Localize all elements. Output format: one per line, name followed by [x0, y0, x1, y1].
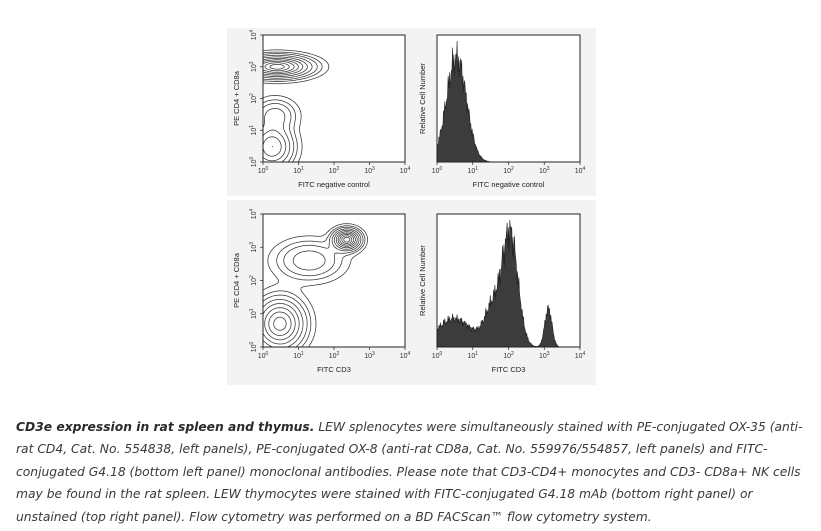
x-tick-label: 101: [293, 351, 304, 360]
x-tick-label: 102: [329, 351, 340, 360]
panel-bottom-left: 100 101 102 103 104 100 101 102 103 104 FITC CD3 PE…: [227, 200, 417, 385]
contour-line: [262, 56, 308, 162]
x-axis-label: FITC negative control: [298, 180, 370, 189]
plot-border: [436, 213, 581, 348]
contour-line: [262, 228, 362, 348]
x-tick-label: 100: [432, 166, 443, 175]
contour-line: [262, 49, 330, 163]
x-axis-label: FITC negative control: [473, 180, 545, 189]
x-tick-label: 104: [400, 166, 411, 175]
contour-line: [262, 225, 366, 348]
y-tick-label: 104: [249, 29, 258, 40]
plot-border: [436, 34, 581, 163]
x-tick-label: 102: [329, 166, 340, 175]
panel-top-left: 100 101 102 103 104 100 101 102 103 104 FITC negat…: [227, 28, 417, 196]
contour-line: [264, 62, 290, 72]
x-axis-label: FITC CD3: [317, 365, 351, 374]
flow-cytometry-figure: 100 101 102 103 104 100 101 102 103 104 FITC negat…: [227, 28, 596, 385]
caption-title: CD3e expression in rat spleen and thymus…: [16, 420, 315, 434]
plot-border: [262, 34, 406, 163]
y-axis-label: Relative Cell Number: [418, 245, 427, 316]
y-tick-label: 100: [249, 341, 258, 352]
x-tick-label: 103: [539, 351, 550, 360]
panel-top-right: 100 101 102 103 104 FITC negative control Rela…: [412, 28, 596, 196]
x-tick-label: 104: [575, 166, 586, 175]
x-tick-label: 100: [258, 351, 269, 360]
x-tick-label: 101: [467, 351, 478, 360]
y-tick-label: 102: [249, 275, 258, 286]
plot-frame: [262, 34, 406, 163]
y-tick-label: 101: [249, 308, 258, 319]
y-tick-label: 104: [249, 208, 258, 219]
x-tick-label: 100: [432, 351, 443, 360]
contour-line: [268, 232, 356, 336]
contour-line: [269, 64, 285, 70]
contour-line: [262, 60, 295, 73]
panel-bottom-right: 100 101 102 103 104 FITC CD3 Relative Cell Num…: [412, 200, 596, 385]
y-tick-label: 101: [249, 125, 258, 136]
y-axis-label: PE CD4 + CD8a: [232, 252, 241, 308]
x-tick-label: 102: [503, 351, 514, 360]
x-tick-label: 102: [503, 166, 514, 175]
x-tick-label: 104: [575, 351, 586, 360]
contour-line: [264, 231, 358, 341]
figure-caption: CD3e expression in rat spleen and thymus…: [16, 416, 816, 528]
contour-line: [262, 58, 304, 157]
x-tick-label: 101: [293, 166, 304, 175]
caption-body: LEW splenocytes were simultaneously stai…: [16, 420, 803, 524]
x-tick-label: 101: [467, 166, 478, 175]
x-tick-label: 103: [364, 351, 375, 360]
y-tick-label: 100: [249, 156, 258, 167]
x-axis-label: FITC CD3: [492, 365, 526, 374]
y-tick-label: 103: [249, 242, 258, 253]
y-axis-label: Relative Cell Number: [418, 63, 427, 134]
x-tick-label: 103: [539, 166, 550, 175]
contour-line: [262, 59, 299, 148]
y-axis-label: PE CD4 + CD8a: [232, 70, 241, 126]
x-tick-label: 103: [364, 166, 375, 175]
plot-border: [262, 213, 406, 348]
contour-line: [273, 233, 355, 331]
contour-line: [343, 236, 351, 243]
histogram-area: [436, 219, 580, 348]
y-tick-label: 102: [249, 93, 258, 104]
contour-line: [262, 229, 360, 345]
x-tick-label: 104: [400, 351, 411, 360]
contour-line: [341, 235, 353, 244]
y-tick-label: 103: [249, 61, 258, 72]
x-tick-label: 100: [258, 166, 269, 175]
